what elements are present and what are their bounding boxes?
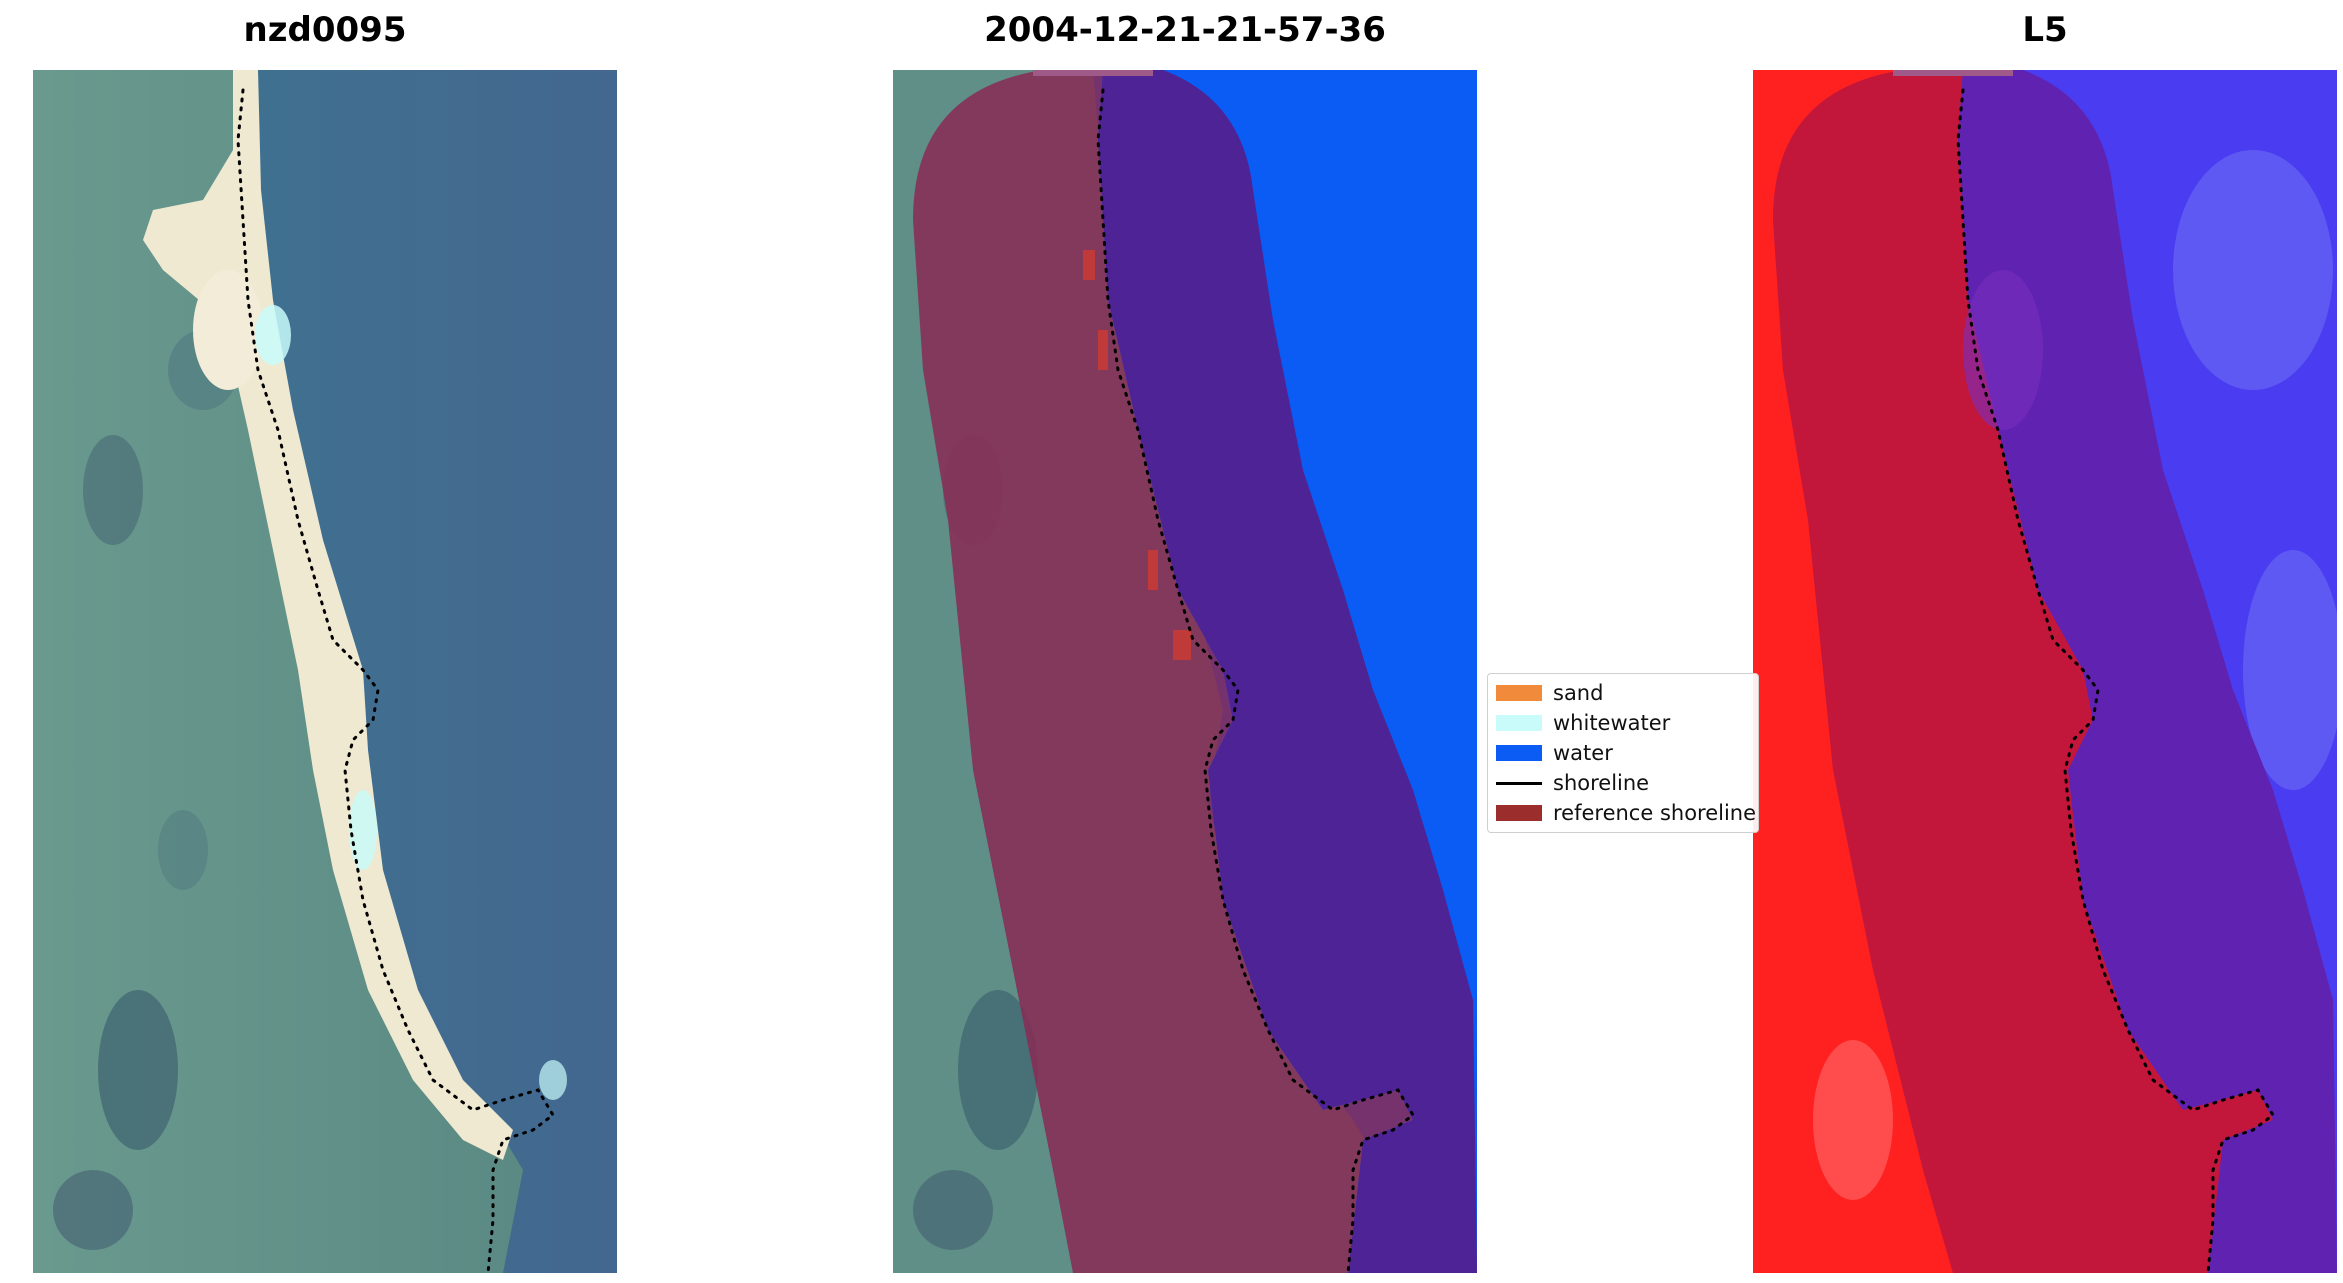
legend-label-reference-shoreline: reference shoreline (1553, 801, 1757, 825)
rgb-image-panel (33, 70, 617, 1273)
index-image-panel (1753, 70, 2337, 1273)
legend-item-sand: sand (1488, 678, 1758, 708)
legend-swatch-reference-shoreline (1496, 805, 1542, 821)
legend-swatch-sand (1496, 685, 1542, 701)
panel-title-classified: 2004-12-21-21-57-36 (984, 10, 1386, 50)
legend-item-shoreline: shoreline (1488, 768, 1758, 798)
legend: sand whitewater water shoreline referenc… (1487, 673, 1759, 833)
rgb-image (33, 70, 617, 1273)
legend-swatch-whitewater (1496, 715, 1542, 731)
legend-label-whitewater: whitewater (1553, 711, 1671, 735)
legend-item-water: water (1488, 738, 1758, 768)
classified-image (893, 70, 1477, 1273)
legend-swatch-water (1496, 745, 1542, 761)
legend-item-whitewater: whitewater (1488, 708, 1758, 738)
panel-title-rgb: nzd0095 (243, 10, 407, 50)
index-image (1753, 70, 2337, 1273)
legend-swatch-shoreline (1496, 782, 1542, 785)
legend-label-sand: sand (1553, 681, 1604, 705)
classified-image-panel (893, 70, 1477, 1273)
legend-label-shoreline: shoreline (1553, 771, 1650, 795)
panel-title-index: L5 (2022, 10, 2068, 50)
legend-label-water: water (1553, 741, 1613, 765)
legend-item-reference-shoreline: reference shoreline (1488, 798, 1758, 828)
